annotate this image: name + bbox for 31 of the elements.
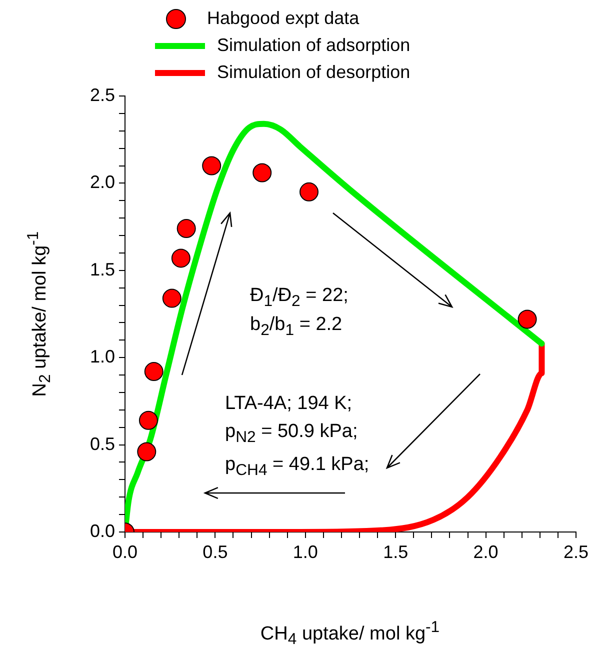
point — [138, 410, 158, 430]
y-tick-label: 0.0 — [90, 520, 115, 541]
point — [300, 182, 319, 202]
annotation: Đ$_{1}$/Đ$_{2}$ = 22; — [250, 285, 348, 310]
annotation: LTA-4A; 194 K; — [225, 393, 352, 414]
x-tick-label: 1.5 — [383, 542, 408, 562]
y-tick-label: 1.5 — [90, 259, 115, 280]
point — [162, 288, 182, 308]
legend-label: Habgood expt data — [207, 8, 360, 29]
y-tick-label: 0.5 — [90, 434, 115, 454]
x-tick-label: 0.5 — [202, 542, 228, 562]
x-tick-label: 0.0 — [112, 542, 138, 562]
y-tick-label: 2.0 — [90, 172, 115, 192]
legend-label: Simulation of desorption — [217, 62, 410, 83]
point — [252, 163, 272, 182]
annotation: b$_{2}$/b$_{1}$ = 2.2 — [250, 314, 342, 339]
annotation: p$_{N2}$ = 50.9 kPa; — [225, 421, 358, 446]
point — [137, 442, 156, 462]
x-tick-label: 2.0 — [473, 542, 498, 562]
point — [144, 362, 164, 382]
point — [518, 310, 537, 329]
point — [171, 248, 190, 268]
x-tick-label: 1.0 — [292, 542, 318, 562]
y-tick-label: 2.5 — [90, 84, 115, 105]
x-axis-title: CH$_{4}$ uptake/ mol kg$^{-1}$ — [260, 619, 440, 647]
y-tick-label: 1.0 — [90, 346, 115, 367]
legend-label: Simulation of adsorption — [217, 35, 410, 56]
point — [202, 156, 222, 176]
point — [176, 219, 196, 238]
annotation: p$_{CH4}$ = 49.1 kPa; — [225, 454, 370, 479]
x-tick-label: 2.5 — [563, 542, 589, 562]
